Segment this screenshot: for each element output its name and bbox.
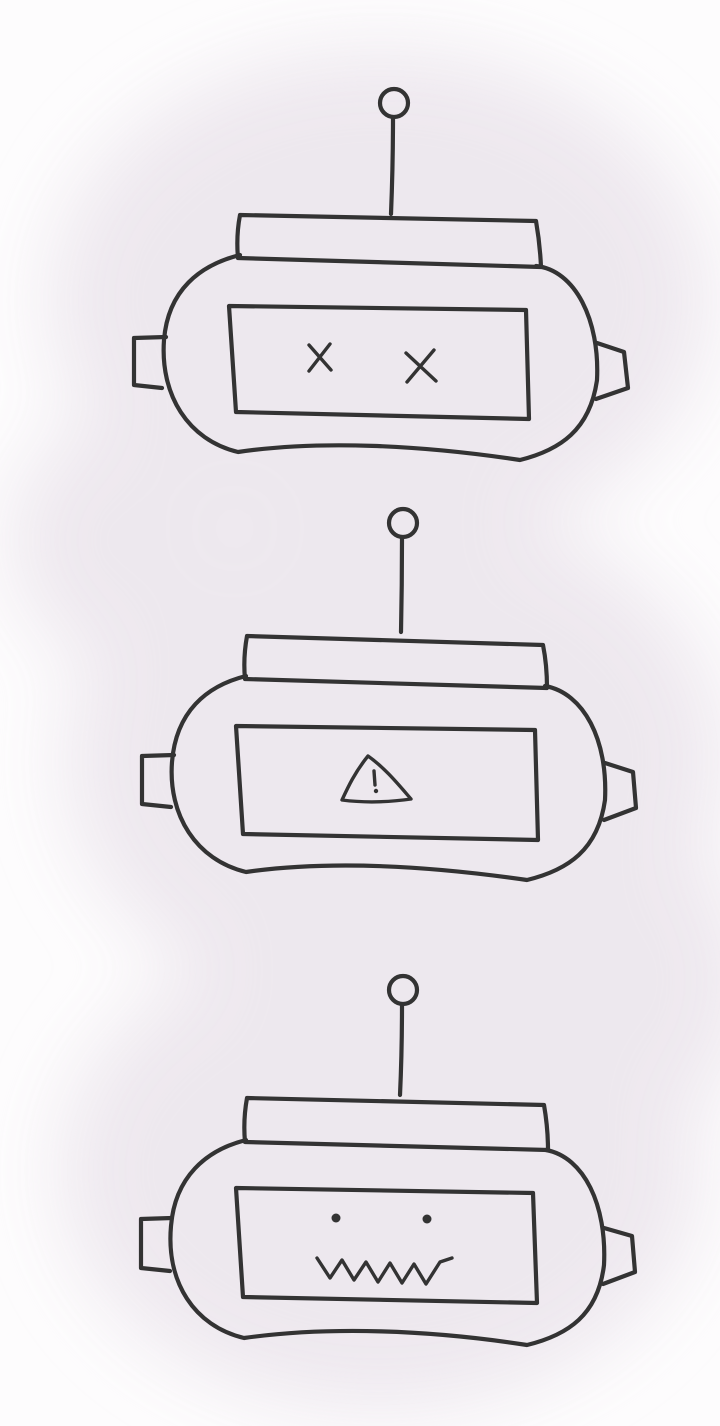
robot-dead	[131, 86, 631, 463]
robot-zigzag-antenna	[386, 973, 420, 1098]
robot-warning-antenna	[386, 506, 420, 635]
robot-warning-screen	[233, 723, 541, 843]
right-x-eye	[404, 348, 438, 384]
left-x-eye	[307, 342, 333, 373]
robot-warning-right-ear	[601, 760, 639, 823]
robot-zigzag-left-ear	[138, 1215, 175, 1274]
robot-warning-left-ear	[139, 752, 177, 810]
zigzag-mouth	[315, 1256, 454, 1286]
robot-dead-right-ear	[593, 340, 631, 402]
robot-warning	[139, 506, 639, 883]
robot-warning-head	[169, 673, 608, 883]
dot-eyes	[331, 1213, 432, 1224]
robot-zigzag-head	[168, 1137, 607, 1348]
robot-dead-antenna	[377, 86, 411, 217]
robot-dead-left-ear	[131, 334, 169, 391]
robot-zigzag-right-ear	[600, 1225, 638, 1287]
background-wash	[10, 50, 720, 1410]
robot-zigzag	[138, 973, 638, 1348]
x-eyes	[307, 342, 438, 384]
robot-dead-screen	[226, 303, 532, 422]
robot-zigzag-screen	[233, 1185, 540, 1306]
warning-triangle-icon	[340, 754, 413, 804]
